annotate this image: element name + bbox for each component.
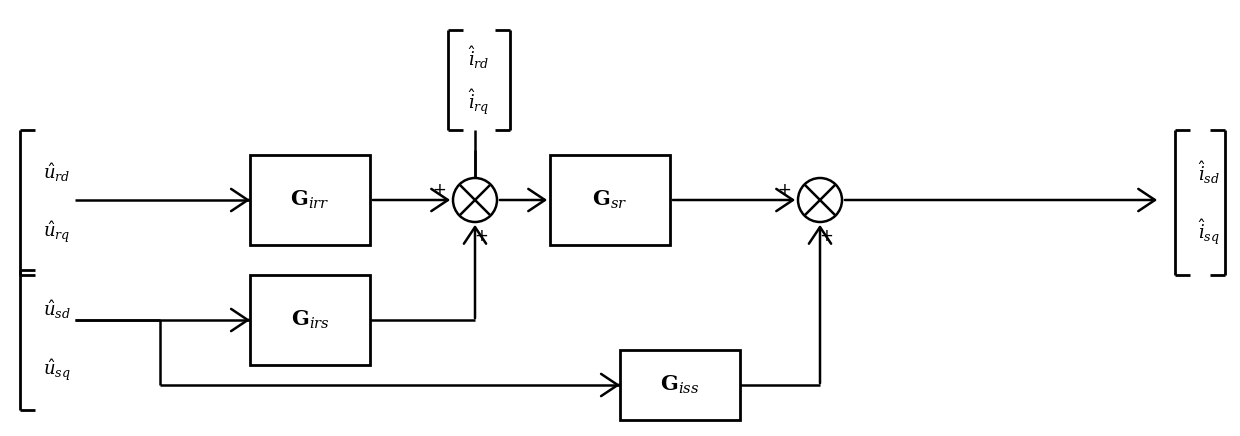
Text: $\hat{i}_{rd}$: $\hat{i}_{rd}$ — [469, 44, 490, 72]
Text: +: + — [777, 181, 791, 199]
Text: $\hat{u}_{sq}$: $\hat{u}_{sq}$ — [43, 357, 71, 383]
Bar — [620, 350, 740, 420]
Bar — [250, 155, 370, 245]
Text: $\hat{u}_{rq}$: $\hat{u}_{rq}$ — [43, 219, 71, 245]
Bar — [551, 155, 670, 245]
Text: $\mathbf{G}_{irs}$: $\mathbf{G}_{irs}$ — [290, 309, 330, 331]
Text: $\hat{i}_{rq}$: $\hat{i}_{rq}$ — [469, 87, 490, 117]
Text: +: + — [432, 181, 446, 199]
Text: +: + — [474, 227, 487, 245]
Text: $\hat{u}_{sd}$: $\hat{u}_{sd}$ — [43, 299, 71, 321]
Text: $\mathbf{G}_{sr}$: $\mathbf{G}_{sr}$ — [593, 189, 627, 211]
Text: $\mathbf{G}_{iss}$: $\mathbf{G}_{iss}$ — [661, 374, 699, 396]
Text: $\mathbf{G}_{irr}$: $\mathbf{G}_{irr}$ — [290, 189, 330, 211]
Text: $\hat{u}_{rd}$: $\hat{u}_{rd}$ — [43, 161, 71, 184]
Text: +: + — [820, 227, 833, 245]
Text: $\hat{i}_{sq}$: $\hat{i}_{sq}$ — [1198, 218, 1220, 248]
Bar — [250, 275, 370, 365]
Text: $\hat{i}_{sd}$: $\hat{i}_{sd}$ — [1198, 159, 1220, 186]
